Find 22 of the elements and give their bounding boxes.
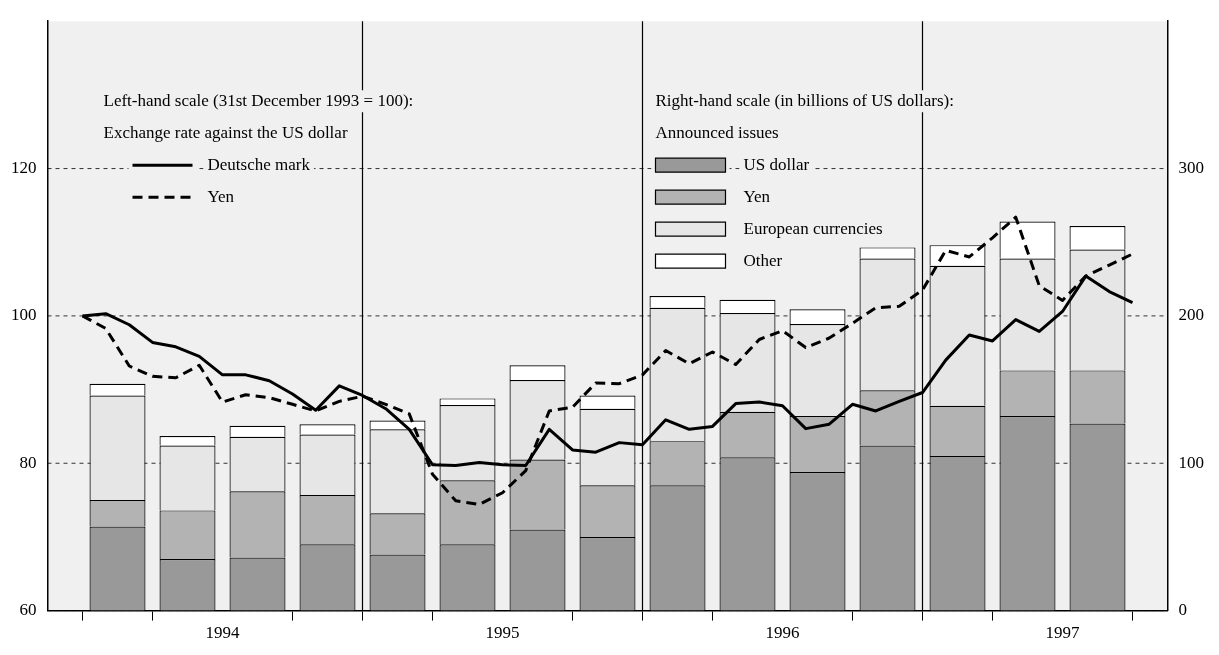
- y2-axis-title: Right-hand scale (in billions of US dollars):: [655, 90, 954, 110]
- legend-label: European currencies: [743, 218, 883, 238]
- y2-tick-label: 0: [1178, 600, 1187, 620]
- x-tick-label: 1994: [205, 623, 240, 643]
- legend-label: Deutsche mark: [207, 154, 311, 174]
- legend-label: Other: [743, 250, 783, 270]
- y-axis-title: Left-hand scale (31st December 1993 = 100):: [103, 90, 414, 110]
- y-tick-label: 120: [11, 158, 37, 178]
- legend-label: US dollar: [743, 154, 810, 174]
- y2-tick-label: 300: [1178, 158, 1204, 178]
- x-tick-label: 1997: [1045, 623, 1080, 643]
- y2-tick-label: 100: [1178, 452, 1204, 472]
- legend-label: Yen: [207, 186, 235, 206]
- y-tick-label: 100: [11, 305, 37, 325]
- x-tick-label: 1995: [485, 623, 520, 643]
- y2-tick-label: 200: [1178, 305, 1204, 325]
- annotation: Announced issues: [655, 122, 779, 142]
- x-tick-label: 1996: [765, 623, 800, 643]
- y-tick-label: 60: [19, 600, 37, 620]
- annotation: Exchange rate against the US dollar: [103, 122, 348, 142]
- y-tick-label: 80: [19, 452, 37, 472]
- legend-label: Yen: [743, 186, 771, 206]
